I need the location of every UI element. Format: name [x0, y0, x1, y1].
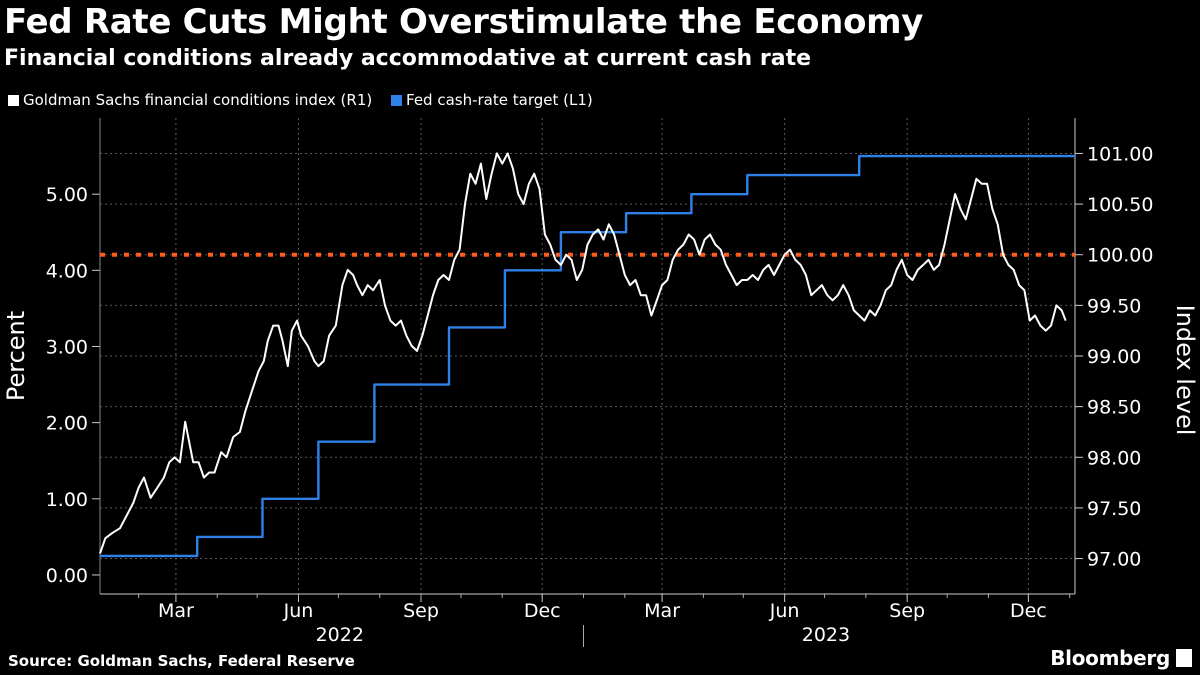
left-tick-label-0: 0.00 — [46, 565, 88, 587]
right-tick-label-1: 97.50 — [1087, 498, 1141, 520]
right-tick-label-2: 98.00 — [1087, 447, 1141, 469]
chart-subtitle: Financial conditions already accommodati… — [4, 46, 812, 71]
right-tick-label-7: 100.50 — [1087, 194, 1153, 216]
legend: Goldman Sachs financial conditions index… — [8, 91, 607, 110]
legend-item-gs-fci: Goldman Sachs financial conditions index… — [8, 91, 372, 109]
gridlines — [100, 118, 1075, 594]
right-tick-label-8: 101.00 — [1087, 143, 1153, 165]
series-line-fed-rate — [100, 154, 1075, 558]
left-tick-label-3: 3.00 — [46, 336, 88, 358]
right-tick-label-3: 98.50 — [1087, 397, 1141, 419]
bloomberg-logo: Bloomberg — [1050, 646, 1192, 670]
right-tick-label-4: 99.00 — [1087, 346, 1141, 368]
legend-label-fed-rate: Fed cash-rate target (L1) — [406, 91, 593, 109]
x-tick-label-7: Dec — [1010, 600, 1047, 622]
x-tick-label-2: Sep — [403, 600, 439, 622]
x-tick-label-5: Jun — [769, 600, 800, 622]
series-group — [99, 152, 1075, 558]
right-tick-label-0: 97.00 — [1087, 549, 1141, 571]
year-label-1: 2023 — [802, 624, 850, 646]
x-tick-label-0: Mar — [158, 600, 194, 622]
left-tick-label-4: 4.00 — [46, 260, 88, 282]
legend-item-fed-rate: Fed cash-rate target (L1) — [391, 91, 593, 109]
right-axis-title: Index level — [1171, 305, 1199, 436]
chart-title: Fed Rate Cuts Might Overstimulate the Ec… — [4, 2, 924, 42]
right-tick-label-5: 99.50 — [1087, 295, 1141, 317]
left-tick-label-1: 1.00 — [46, 489, 88, 511]
x-tick-label-4: Mar — [644, 600, 680, 622]
x-tick-label-1: Jun — [283, 600, 314, 622]
source-note: Source: Goldman Sachs, Federal Reserve — [8, 652, 355, 670]
left-axis-title: Percent — [2, 311, 30, 401]
left-tick-label-2: 2.00 — [46, 413, 88, 435]
legend-label-gs-fci: Goldman Sachs financial conditions index… — [23, 91, 373, 109]
logo-text: Bloomberg — [1050, 646, 1170, 670]
axis-labels: 97.00 97.50 98.00 98.50 99.00 99.50 100.00 100.… — [2, 143, 1199, 646]
logo-badge-icon — [1176, 649, 1192, 667]
year-label-0: 2022 — [316, 624, 364, 646]
legend-swatch-fed-rate — [391, 94, 403, 106]
right-tick-label-6: 100.00 — [1087, 245, 1153, 267]
series-line-gs-fci — [99, 152, 1067, 554]
x-tick-label-3: Dec — [524, 600, 561, 622]
left-tick-label-5: 5.00 — [46, 184, 88, 206]
axes — [92, 118, 1083, 647]
x-tick-label-6: Sep — [889, 600, 925, 622]
legend-swatch-gs-fci — [8, 94, 19, 106]
